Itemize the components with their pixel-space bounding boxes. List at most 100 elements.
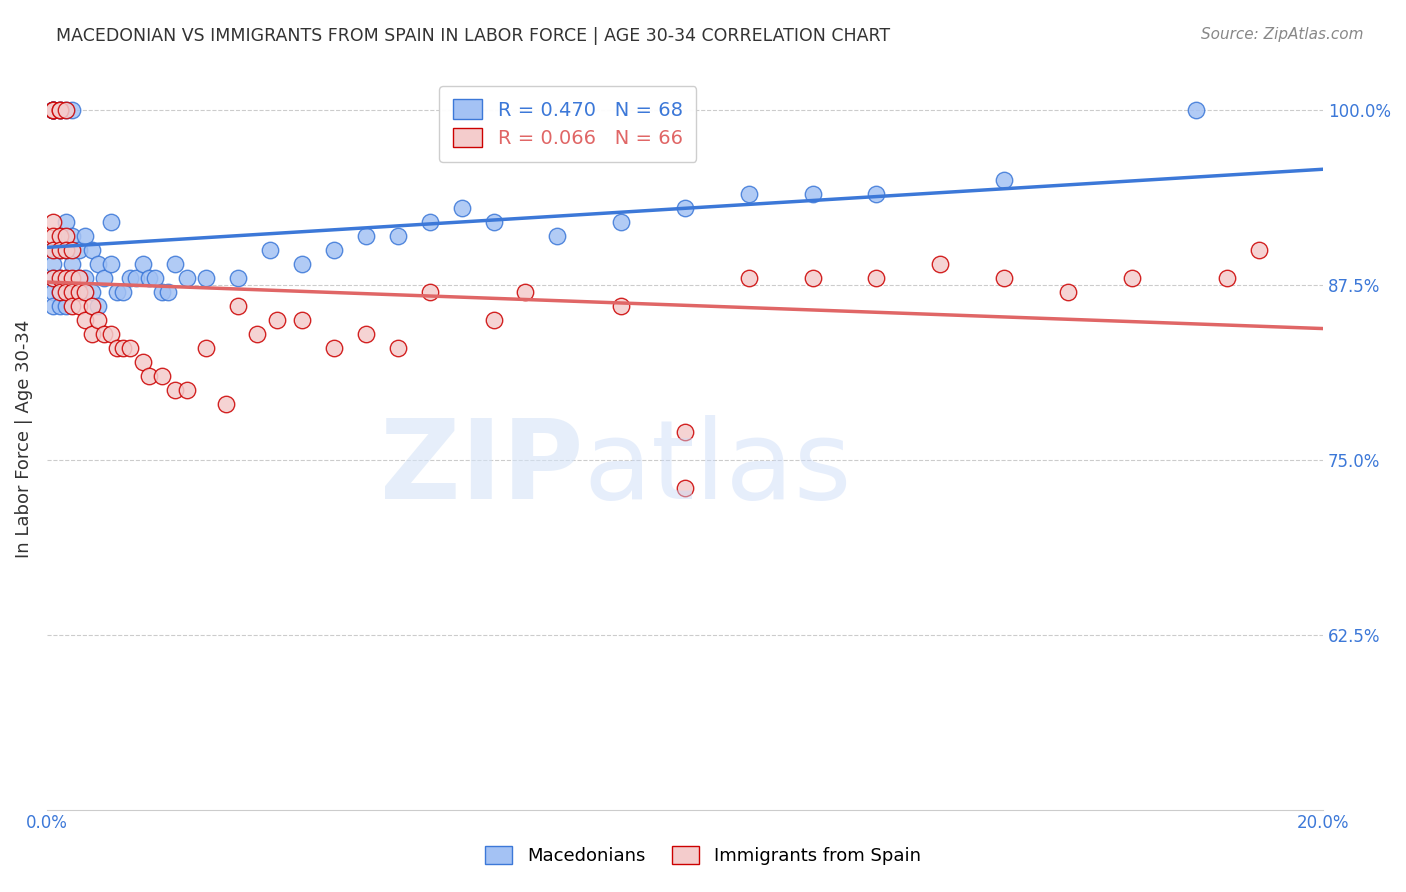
Point — [67, 271, 90, 285]
Point — [62, 285, 84, 300]
Point — [42, 103, 65, 118]
Legend: R = 0.470   N = 68, R = 0.066   N = 66: R = 0.470 N = 68, R = 0.066 N = 66 — [440, 86, 696, 161]
Text: MACEDONIAN VS IMMIGRANTS FROM SPAIN IN LABOR FORCE | AGE 30-34 CORRELATION CHART: MACEDONIAN VS IMMIGRANTS FROM SPAIN IN L… — [56, 27, 890, 45]
Point — [55, 103, 77, 118]
Point — [105, 341, 128, 355]
Point — [75, 285, 97, 300]
Point — [738, 271, 761, 285]
Point — [67, 271, 90, 285]
Point — [62, 244, 84, 258]
Point — [323, 244, 346, 258]
Point — [150, 369, 173, 384]
Point — [112, 341, 135, 355]
Point — [42, 103, 65, 118]
Point — [176, 271, 198, 285]
Point — [214, 397, 236, 411]
Point — [929, 257, 952, 271]
Point — [55, 244, 77, 258]
Point — [112, 285, 135, 300]
Point — [354, 229, 377, 244]
Point — [93, 271, 115, 285]
Point — [419, 215, 441, 229]
Point — [157, 285, 180, 300]
Point — [450, 202, 472, 216]
Text: Source: ZipAtlas.com: Source: ZipAtlas.com — [1201, 27, 1364, 42]
Point — [546, 229, 568, 244]
Point — [195, 341, 218, 355]
Point — [48, 103, 70, 118]
Point — [419, 285, 441, 300]
Point — [482, 215, 505, 229]
Point — [62, 271, 84, 285]
Point — [150, 285, 173, 300]
Point — [67, 244, 90, 258]
Point — [55, 285, 77, 300]
Point — [131, 355, 153, 369]
Point — [125, 271, 148, 285]
Point — [42, 103, 65, 118]
Point — [195, 271, 218, 285]
Point — [118, 341, 141, 355]
Point — [42, 271, 65, 285]
Point — [163, 383, 186, 397]
Point — [42, 299, 65, 313]
Point — [55, 271, 77, 285]
Point — [62, 103, 84, 118]
Point — [354, 327, 377, 342]
Text: atlas: atlas — [583, 415, 852, 522]
Point — [387, 341, 409, 355]
Point — [801, 271, 824, 285]
Point — [1216, 271, 1239, 285]
Point — [515, 285, 537, 300]
Point — [42, 215, 65, 229]
Point — [42, 244, 65, 258]
Point — [80, 299, 103, 313]
Point — [80, 327, 103, 342]
Point — [80, 244, 103, 258]
Point — [610, 299, 633, 313]
Point — [482, 313, 505, 327]
Point — [145, 271, 167, 285]
Point — [67, 285, 90, 300]
Point — [100, 257, 122, 271]
Point — [291, 313, 314, 327]
Legend: Macedonians, Immigrants from Spain: Macedonians, Immigrants from Spain — [477, 837, 929, 874]
Point — [75, 229, 97, 244]
Point — [138, 271, 160, 285]
Point — [1184, 103, 1206, 118]
Point — [259, 244, 281, 258]
Point — [75, 313, 97, 327]
Point — [131, 257, 153, 271]
Text: ZIP: ZIP — [380, 415, 583, 522]
Point — [42, 285, 65, 300]
Point — [42, 271, 65, 285]
Point — [55, 299, 77, 313]
Point — [87, 313, 110, 327]
Point — [42, 103, 65, 118]
Point — [67, 299, 90, 313]
Point — [48, 229, 70, 244]
Point — [993, 173, 1015, 187]
Point — [163, 257, 186, 271]
Point — [100, 215, 122, 229]
Point — [55, 244, 77, 258]
Point — [673, 202, 696, 216]
Point — [610, 215, 633, 229]
Point — [42, 229, 65, 244]
Point — [48, 271, 70, 285]
Point — [387, 229, 409, 244]
Point — [62, 257, 84, 271]
Point — [48, 244, 70, 258]
Point — [55, 215, 77, 229]
Point — [228, 271, 250, 285]
Point — [1249, 244, 1271, 258]
Point — [62, 285, 84, 300]
Point — [323, 341, 346, 355]
Point — [138, 369, 160, 384]
Point — [1121, 271, 1143, 285]
Y-axis label: In Labor Force | Age 30-34: In Labor Force | Age 30-34 — [15, 320, 32, 558]
Point — [105, 285, 128, 300]
Point — [865, 271, 887, 285]
Point — [865, 187, 887, 202]
Point — [80, 285, 103, 300]
